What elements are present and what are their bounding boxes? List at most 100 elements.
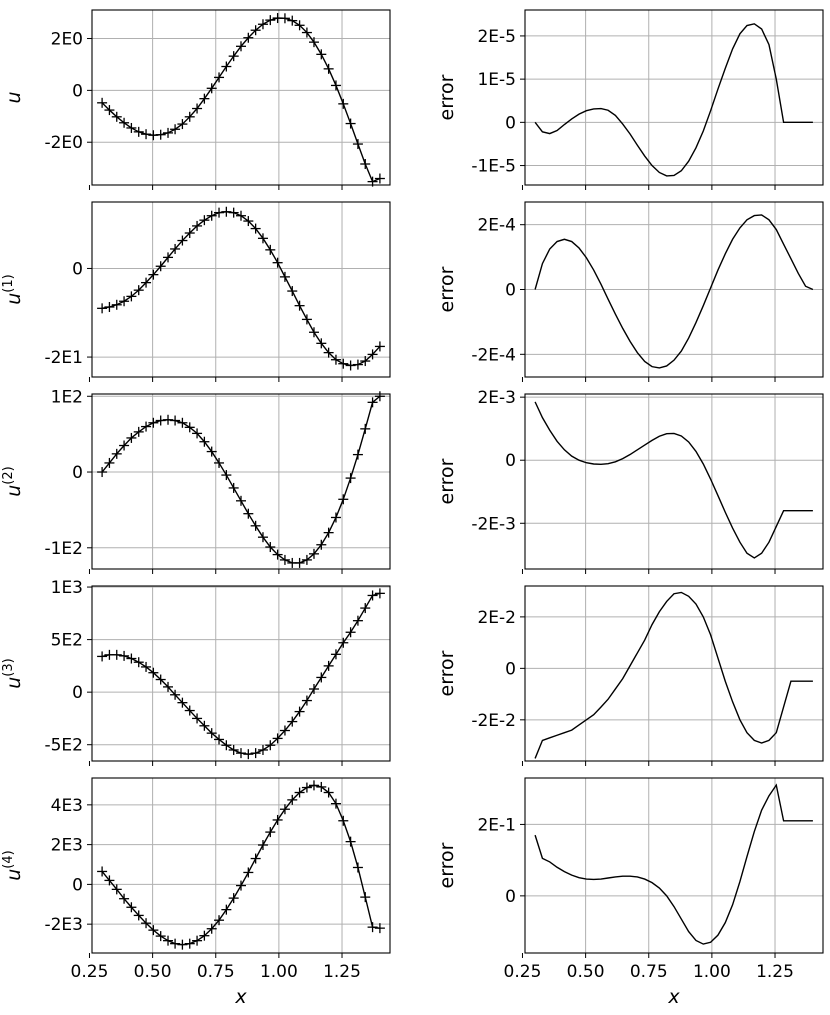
y-tick-label: 2E-5	[477, 27, 516, 47]
data-point-marker	[214, 915, 225, 926]
data-point-marker	[228, 893, 239, 904]
data-point-marker	[257, 532, 268, 543]
y-axis-label: error	[436, 74, 458, 120]
data-point-marker	[184, 111, 195, 122]
data-point-marker	[323, 63, 334, 74]
data-point-marker	[184, 938, 195, 949]
panel-4: -2E-4 0 2E-4 error	[436, 201, 824, 382]
y-tick-label: -2E0	[44, 133, 83, 153]
series-line	[101, 592, 381, 755]
y-tick-label: 2E0	[51, 30, 83, 50]
y-tick-label: -1E-5	[471, 157, 516, 177]
data-point-marker	[265, 244, 276, 255]
data-point-marker	[352, 615, 363, 626]
axes-frame	[91, 9, 391, 186]
data-point-marker	[214, 734, 225, 745]
data-point-marker	[214, 457, 225, 468]
data-point-marker	[330, 354, 341, 365]
data-point-marker	[360, 159, 371, 169]
data-point-marker	[111, 111, 122, 122]
data-point-marker	[265, 827, 276, 838]
y-tick-label: 0	[505, 113, 516, 133]
y-tick-label: 0	[505, 659, 516, 679]
y-tick-label: 0	[72, 875, 83, 895]
data-point-marker	[133, 285, 144, 296]
data-point-marker	[308, 548, 319, 559]
data-point-marker	[294, 706, 305, 717]
data-point-marker	[97, 651, 108, 662]
panel-2: -1E-5 0 1E-5 2E-5 error	[436, 9, 824, 190]
data-point-marker	[177, 697, 188, 708]
x-tick-label: 1.00	[693, 962, 731, 982]
data-point-marker	[97, 303, 108, 314]
data-point-marker	[360, 603, 371, 614]
data-point-marker	[345, 836, 356, 847]
data-point-marker	[214, 207, 225, 218]
data-point-marker	[352, 449, 363, 460]
data-point-marker	[236, 495, 246, 506]
panel-1: -2E0 0 2E0 u	[3, 9, 391, 190]
data-point-marker	[221, 61, 232, 72]
data-point-marker	[265, 15, 276, 26]
panel-3: -2E1 0 u(1)	[1, 201, 391, 382]
x-tick-label: 0.25	[504, 962, 542, 982]
data-point-marker	[221, 740, 232, 751]
data-point-marker	[111, 884, 122, 895]
y-tick-label: 2E3	[51, 836, 83, 856]
x-axis-label: x	[667, 986, 680, 1008]
axes-frame	[91, 201, 391, 378]
data-point-marker	[170, 415, 181, 426]
data-point-marker	[177, 939, 188, 950]
data-point-marker	[279, 271, 290, 282]
y-tick-label: 0	[72, 463, 83, 483]
data-point-marker	[221, 470, 232, 481]
data-point-marker	[206, 446, 217, 457]
data-point-marker	[316, 338, 327, 349]
data-point-marker	[367, 349, 378, 360]
data-point-marker	[206, 923, 217, 934]
data-point-marker	[192, 935, 203, 946]
y-tick-label: 0	[505, 451, 516, 471]
data-point-marker	[301, 782, 312, 793]
data-point-marker	[287, 15, 298, 26]
data-point-marker	[184, 705, 195, 716]
data-point-marker	[338, 637, 349, 648]
data-point-marker	[163, 127, 174, 138]
y-tick-label: 0	[72, 81, 83, 101]
y-tick-label: -5E2	[44, 736, 83, 756]
data-point-marker	[170, 124, 181, 135]
data-point-marker	[133, 126, 144, 137]
data-point-marker	[119, 440, 130, 451]
data-point-marker	[199, 930, 210, 941]
y-axis-label: error	[436, 458, 458, 504]
y-tick-label: 4E3	[51, 796, 83, 816]
data-point-marker	[360, 356, 371, 367]
data-point-marker	[279, 13, 290, 24]
data-point-marker	[184, 422, 195, 433]
axes-frame	[91, 393, 391, 570]
panel-6: -2E-3 0 2E-3 error	[436, 388, 824, 574]
y-axis-label: u(4)	[1, 850, 25, 880]
data-point-marker	[97, 866, 108, 877]
data-point-marker	[265, 542, 276, 553]
x-tick-label: 0.50	[567, 962, 605, 982]
data-point-marker	[133, 910, 144, 921]
data-point-marker	[141, 129, 152, 140]
data-point-marker	[243, 867, 254, 878]
data-point-marker	[236, 210, 246, 221]
data-point-marker	[228, 51, 239, 62]
data-point-marker	[287, 716, 298, 727]
y-tick-label: -2E3	[44, 915, 83, 935]
data-point-marker	[360, 892, 371, 903]
y-tick-label: 2E-1	[477, 815, 516, 835]
data-point-marker	[221, 206, 232, 217]
data-point-marker	[170, 938, 181, 949]
data-point-marker	[148, 417, 159, 428]
data-point-marker	[272, 733, 283, 744]
data-point-marker	[192, 103, 203, 114]
data-point-marker	[360, 423, 371, 434]
data-point-marker	[250, 520, 261, 531]
axes-frame	[524, 393, 824, 570]
data-point-marker	[330, 798, 341, 809]
data-point-marker	[257, 19, 268, 30]
